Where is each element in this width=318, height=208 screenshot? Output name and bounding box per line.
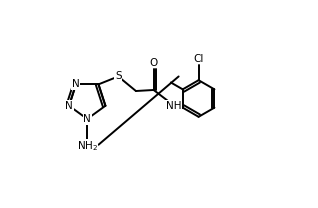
Text: NH: NH [166, 101, 182, 111]
Text: N: N [83, 114, 91, 124]
Text: N: N [72, 79, 80, 89]
Text: NH$_2$: NH$_2$ [77, 140, 98, 153]
Text: S: S [115, 72, 121, 82]
Text: Cl: Cl [193, 54, 204, 64]
Text: N: N [65, 101, 73, 111]
Text: O: O [149, 58, 158, 68]
